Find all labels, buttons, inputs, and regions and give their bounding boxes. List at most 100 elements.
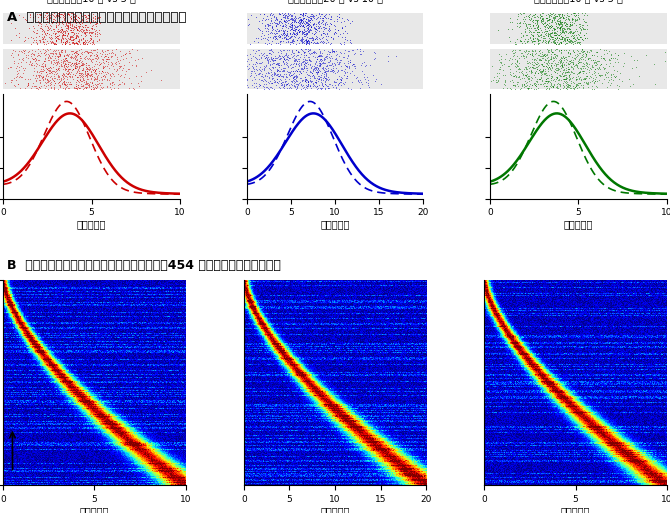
Point (64, 72, 75, 80)
Point (67, 28, 78, 36)
Point (70, 50, 80, 58)
Point (289, 57, 299, 65)
Point (558, 82, 569, 90)
Point (287, 22, 297, 30)
Point (302, 70, 312, 78)
Point (298, 83, 309, 91)
Point (62, 51, 72, 59)
Point (27, 34, 38, 43)
Point (72, 16, 82, 24)
Point (276, 76, 287, 84)
Point (265, 21, 275, 29)
Point (559, 27, 570, 35)
Point (579, 11, 590, 19)
Point (322, 75, 333, 84)
Point (82, 71, 92, 79)
Point (280, 11, 291, 19)
Point (61, 54, 72, 63)
Point (96, 67, 107, 75)
Point (44, 34, 55, 43)
Point (78, 28, 89, 36)
Point (78, 37, 89, 46)
Point (568, 53, 579, 62)
Point (84, 65, 95, 73)
Point (30, 56, 41, 64)
Point (543, 34, 554, 43)
Point (556, 72, 567, 81)
Point (320, 62, 331, 70)
Point (539, 23, 550, 31)
Point (304, 22, 315, 30)
Point (35, 70, 46, 78)
Point (538, 9, 549, 17)
Point (257, 50, 268, 58)
Point (82, 81, 93, 89)
Point (57, 25, 68, 33)
Point (556, 21, 567, 29)
Point (72, 25, 82, 33)
Point (45, 72, 56, 80)
Point (46, 57, 57, 65)
Point (316, 51, 326, 60)
Point (287, 32, 297, 40)
Point (7, 76, 18, 84)
Point (36, 62, 46, 70)
Point (596, 52, 606, 60)
Point (264, 49, 275, 57)
Point (33, 17, 44, 25)
Point (242, 75, 253, 84)
Point (306, 22, 316, 30)
Point (581, 79, 592, 87)
Point (289, 22, 300, 30)
Point (562, 33, 573, 42)
Point (323, 26, 334, 34)
Point (75, 52, 86, 60)
Point (297, 35, 308, 44)
Point (570, 15, 580, 23)
Point (526, 69, 537, 77)
Point (525, 50, 535, 58)
Point (299, 32, 310, 41)
Point (542, 27, 553, 35)
Point (328, 47, 339, 55)
Point (315, 48, 326, 56)
Point (598, 74, 609, 83)
Point (391, 52, 401, 60)
Point (283, 84, 294, 92)
Point (280, 73, 291, 81)
Point (530, 37, 541, 46)
Point (300, 58, 311, 67)
Point (265, 13, 276, 22)
Point (19, 47, 29, 55)
Point (71, 56, 82, 64)
Point (338, 79, 348, 87)
Point (519, 80, 529, 88)
Point (22, 34, 33, 42)
Point (312, 68, 323, 76)
Point (539, 62, 549, 70)
Point (66, 38, 77, 46)
Point (558, 72, 569, 80)
Point (309, 49, 320, 57)
Point (574, 68, 584, 76)
Point (505, 54, 515, 62)
Point (49, 39, 60, 47)
Point (299, 64, 310, 72)
Point (534, 55, 545, 64)
Point (42, 37, 53, 45)
Point (601, 73, 612, 81)
Point (543, 74, 553, 82)
Point (40, 60, 50, 68)
Point (567, 73, 578, 81)
Point (23, 24, 34, 32)
Point (316, 85, 326, 93)
Point (523, 64, 534, 72)
Point (251, 62, 261, 70)
Point (281, 70, 291, 78)
Point (563, 15, 574, 23)
Point (328, 66, 339, 74)
Point (537, 49, 547, 57)
Point (527, 57, 537, 66)
Point (112, 66, 123, 74)
Point (60, 24, 71, 32)
